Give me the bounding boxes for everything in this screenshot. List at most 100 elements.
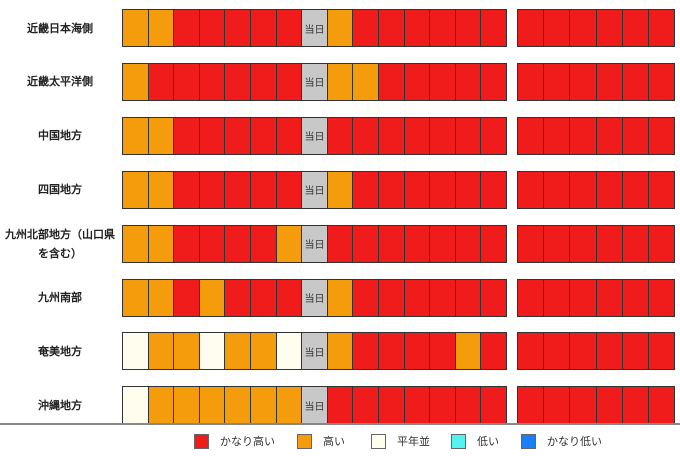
cell: [326, 224, 354, 263]
cell: [275, 62, 303, 101]
cell: [480, 386, 507, 425]
cell: [352, 224, 379, 263]
cell: [275, 9, 303, 47]
row-label: 九州南部: [38, 291, 82, 304]
cell: [275, 332, 303, 371]
cell: [147, 386, 175, 425]
legend-swatch: [521, 434, 536, 449]
cell: [543, 9, 571, 47]
cell: [648, 62, 676, 101]
cell: [275, 224, 303, 263]
row-label: 近畿日本海側: [27, 21, 93, 35]
cell: [648, 116, 676, 155]
cell: [275, 278, 303, 317]
cell: [480, 62, 507, 101]
cell: [403, 116, 431, 155]
cell: [378, 116, 405, 155]
cell: [454, 224, 482, 263]
cell: [198, 62, 226, 101]
cell: [378, 278, 405, 317]
cell: [569, 116, 597, 155]
cell: [173, 116, 200, 155]
cell: [543, 116, 571, 155]
cell: [403, 170, 431, 209]
legend-label: かなり低い: [547, 435, 602, 448]
cell: [543, 278, 571, 317]
cell: [595, 170, 623, 209]
cell: [122, 224, 149, 263]
cell: [352, 116, 379, 155]
cell: [224, 332, 251, 371]
cell: [122, 116, 149, 155]
cell: [224, 170, 251, 209]
cell: [326, 116, 354, 155]
cell: [352, 386, 379, 425]
cell: [403, 62, 431, 101]
cell: [648, 224, 676, 263]
cell: [429, 278, 456, 317]
cell: [326, 170, 354, 209]
cell: [224, 9, 251, 47]
cell: [378, 224, 405, 263]
cell: [517, 62, 545, 101]
cell: [173, 278, 200, 317]
cell: [275, 170, 303, 209]
cell: [326, 278, 354, 317]
cell: [621, 116, 649, 155]
cell: [517, 278, 545, 317]
cell: [173, 224, 200, 263]
cell: [198, 9, 226, 47]
cell: [621, 278, 649, 317]
cell: [352, 332, 379, 371]
cell: [517, 9, 545, 47]
cell: [173, 386, 200, 425]
cell: [122, 278, 149, 317]
cell: [595, 332, 623, 371]
cell: [173, 9, 200, 47]
cell: [543, 170, 571, 209]
cell: [429, 386, 456, 425]
cell: [454, 332, 482, 371]
cell: [569, 62, 597, 101]
legend-label: 高い: [323, 435, 345, 448]
cell: [326, 332, 354, 371]
cell: [224, 62, 251, 101]
cell: [569, 278, 597, 317]
cell: [250, 9, 277, 47]
divider: [0, 423, 680, 425]
legend-label: 平年並: [397, 435, 430, 448]
cell: [569, 170, 597, 209]
cell: [326, 62, 354, 101]
cell: [275, 386, 303, 425]
cell: [147, 62, 175, 101]
cell: [250, 332, 277, 371]
cell: [648, 332, 676, 371]
cell: [648, 278, 676, 317]
cell: [198, 116, 226, 155]
cell: [569, 332, 597, 371]
cell: [569, 9, 597, 47]
cell: [173, 332, 200, 371]
cell: [198, 278, 226, 317]
cell: [122, 170, 149, 209]
cell: [543, 62, 571, 101]
cell: [648, 386, 676, 425]
cell: [378, 170, 405, 209]
today-cell: 当日: [301, 332, 328, 371]
cell: [454, 170, 482, 209]
cell: [352, 278, 379, 317]
cell: [403, 9, 431, 47]
cell: [173, 62, 200, 101]
cell: [122, 332, 149, 371]
cell: [621, 224, 649, 263]
cell: [147, 170, 175, 209]
cell: [480, 224, 507, 263]
today-cell: 当日: [301, 9, 328, 47]
cell: [378, 332, 405, 371]
cell: [595, 62, 623, 101]
cell: [621, 386, 649, 425]
cell: [517, 170, 545, 209]
cell: [648, 9, 676, 47]
cell: [454, 62, 482, 101]
